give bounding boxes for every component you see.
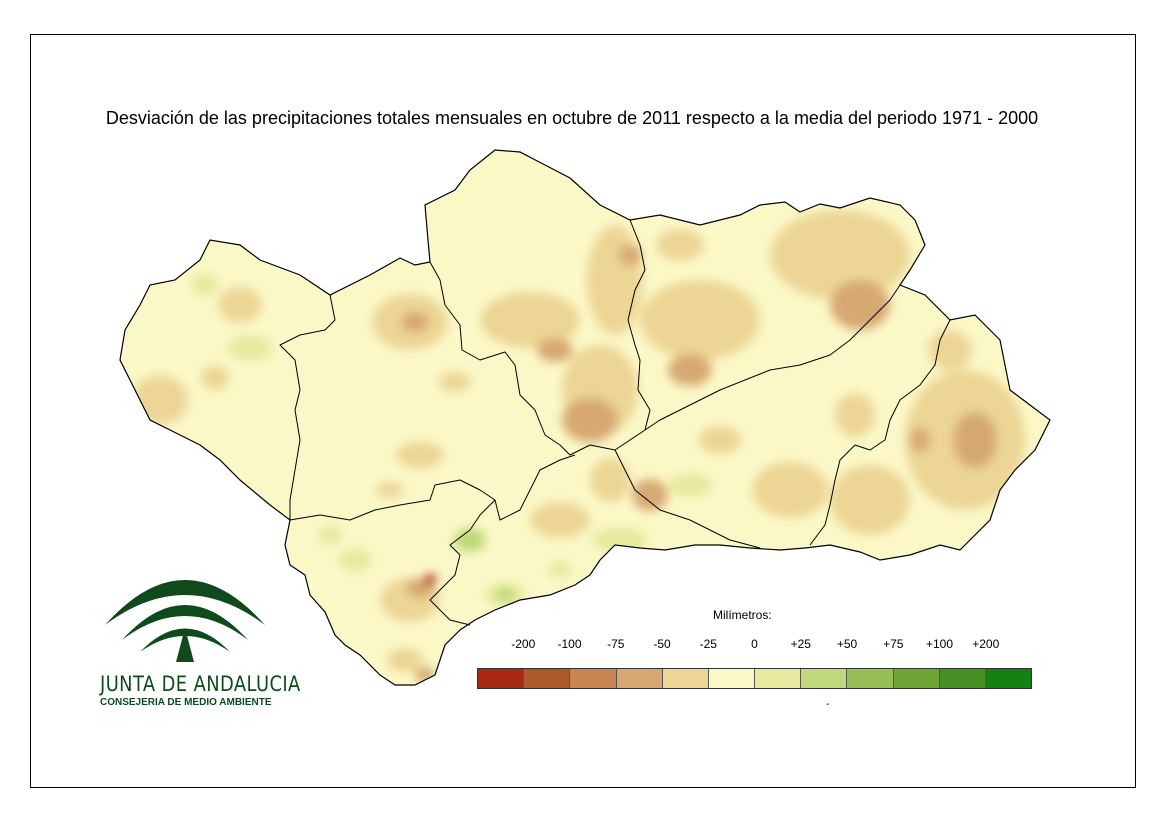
wet-patch	[454, 528, 486, 552]
dry-patch	[928, 330, 972, 370]
dry-patch	[668, 354, 712, 386]
dry-patch	[587, 225, 643, 335]
boundary-malaga-granada	[614, 449, 761, 549]
wet-patch	[495, 588, 515, 602]
dry-patch	[376, 482, 404, 498]
logo-subtitle: CONSEJERIA DE MEDIO AMBIENTE	[100, 697, 272, 708]
legend-tick-label: +75	[883, 637, 904, 651]
legend-swatch	[662, 669, 709, 688]
legend-title: Milímetros:	[713, 608, 772, 622]
dry-patch	[770, 210, 910, 300]
dry-patch	[201, 366, 229, 390]
wet-patch	[592, 527, 648, 553]
boundary-cadiz-malaga	[429, 499, 496, 626]
boundary-cordoba-jaen	[627, 219, 651, 431]
dry-patch	[530, 502, 590, 538]
dry-patch	[632, 479, 668, 511]
dry-patch	[698, 426, 742, 454]
wet-patch	[668, 473, 712, 497]
legend-tick-label: -200	[511, 637, 536, 651]
wet-patch	[228, 335, 272, 361]
logo-emblem	[105, 580, 265, 662]
legend-swatch	[985, 669, 1032, 688]
legend-color-bar	[477, 668, 1032, 689]
wet-patch	[191, 274, 219, 296]
legend-tick-label: +50	[836, 637, 858, 651]
legend-swatch	[801, 669, 848, 688]
legend-tick-label: -25	[699, 637, 717, 651]
dry-patch	[218, 287, 262, 323]
legend-tick-label: -100	[557, 637, 582, 651]
wet-patch	[339, 548, 371, 572]
legend-swatch	[755, 669, 802, 688]
dry-patch	[835, 393, 875, 437]
boundary-huelva-sevilla	[279, 294, 336, 520]
map-frame	[30, 34, 1136, 788]
dry-patch	[910, 428, 930, 452]
legend-tick-label: -75	[607, 637, 625, 651]
legend-tick-label: +100	[925, 637, 954, 651]
logo-arc-middle	[122, 605, 248, 640]
wet-patch	[318, 525, 342, 545]
dry-patch	[562, 398, 618, 442]
dry-patch	[537, 338, 573, 362]
dry-patch	[830, 465, 910, 535]
boundary-granada-almeria	[809, 319, 951, 546]
dry-patch	[830, 280, 890, 330]
logo-arc-outer	[105, 580, 265, 625]
dry-patch	[387, 648, 423, 672]
wet-patch	[548, 562, 572, 578]
dry-patch	[396, 442, 444, 468]
boundary-sevilla-cordoba	[429, 261, 591, 456]
legend-swatch	[616, 669, 663, 688]
legend-swatch	[524, 669, 571, 688]
boundary-cordoba-malaga-granada	[589, 284, 901, 451]
dry-patch	[401, 312, 429, 332]
legend-swatch	[847, 669, 894, 688]
logo-name: JUNTA DE ANDALUCIA	[100, 672, 301, 696]
logo-leaf	[176, 628, 194, 662]
legend-swatch	[939, 669, 986, 688]
dry-patch	[590, 458, 630, 502]
legend-swatch	[893, 669, 940, 688]
logo-arc-inner	[140, 628, 230, 652]
dry-patch	[439, 372, 471, 392]
dry-patch	[656, 229, 704, 261]
legend-swatch	[478, 669, 525, 688]
legend-swatch	[708, 669, 756, 688]
map-title: Desviación de las precipitaciones totale…	[105, 108, 1039, 128]
dry-patch	[618, 245, 642, 265]
dry-patch	[640, 280, 760, 360]
legend-tick-label: +200	[972, 637, 1000, 651]
legend-tick-label: +25	[790, 637, 811, 651]
legend-footnote: -	[826, 699, 830, 710]
legend-tick-label: 0	[751, 637, 758, 651]
legend-tick-label: -50	[653, 637, 671, 651]
dry-patch	[480, 292, 580, 348]
dry-patch	[953, 412, 997, 468]
dry-patch	[424, 574, 436, 586]
dry-patch	[752, 462, 828, 518]
boundary-sevilla-cadiz	[289, 454, 576, 521]
legend-swatch	[570, 669, 617, 688]
